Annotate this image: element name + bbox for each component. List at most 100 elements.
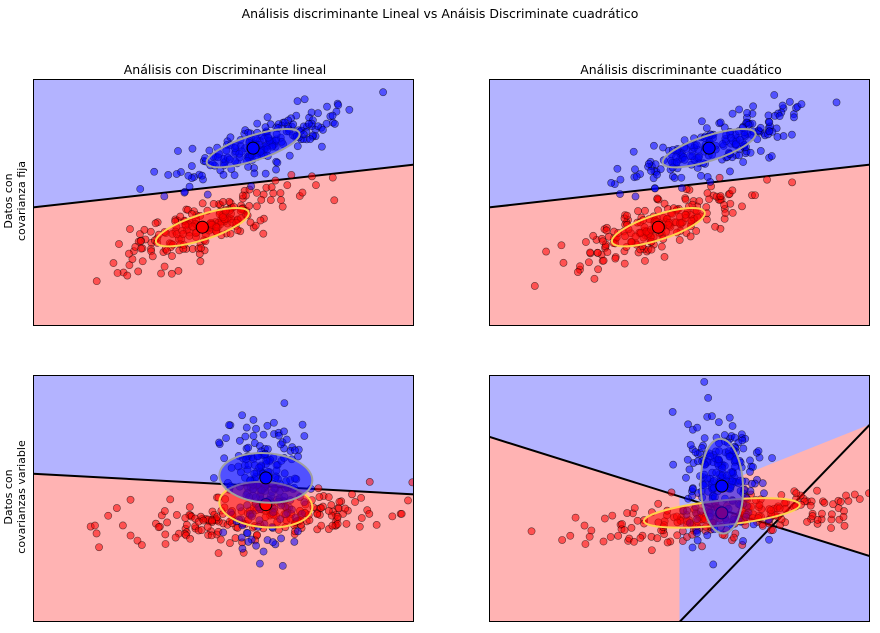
data-point-class-0 (351, 498, 359, 506)
data-point-class-0 (698, 542, 706, 551)
data-point-class-1 (677, 173, 686, 182)
data-point-class-1 (758, 479, 767, 488)
data-point-class-0 (203, 523, 212, 531)
data-point-class-1 (275, 431, 283, 440)
data-point-class-0 (372, 521, 381, 529)
data-point-class-1 (298, 420, 307, 429)
data-point-class-0 (728, 208, 737, 217)
data-point-class-1 (688, 543, 697, 552)
data-point-class-1 (259, 430, 268, 439)
data-point-class-1 (764, 111, 773, 120)
data-point-class-0 (614, 531, 623, 540)
data-point-class-0 (788, 178, 797, 187)
data-point-class-0 (365, 477, 374, 486)
data-point-class-0 (148, 252, 157, 261)
data-point-class-1 (756, 147, 765, 155)
data-point-class-0 (728, 186, 737, 195)
data-point-class-0 (256, 216, 265, 225)
data-point-class-1 (616, 175, 625, 184)
decision-boundary (678, 423, 870, 622)
data-point-class-0 (160, 507, 169, 515)
data-point-class-1 (651, 184, 659, 193)
data-point-class-1 (700, 377, 709, 386)
data-point-class-0 (585, 532, 594, 541)
data-point-class-0 (161, 540, 170, 548)
data-point-class-0 (580, 521, 589, 530)
data-point-class-0 (196, 257, 205, 266)
data-point-class-1 (650, 141, 658, 150)
data-point-class-0 (581, 238, 590, 246)
data-point-class-1 (746, 148, 755, 157)
data-point-class-0 (703, 189, 712, 198)
data-point-class-1 (219, 528, 228, 537)
data-point-class-0 (792, 489, 801, 498)
data-point-class-1 (185, 182, 194, 191)
data-point-class-1 (290, 446, 299, 455)
data-point-class-0 (581, 540, 590, 548)
data-point-class-1 (330, 119, 339, 128)
data-point-class-0 (252, 202, 261, 211)
data-point-class-1 (272, 165, 280, 174)
data-point-class-0 (91, 521, 99, 530)
data-point-class-1 (704, 393, 713, 402)
data-point-class-0 (245, 202, 254, 210)
data-point-class-0 (836, 497, 845, 506)
data-point-class-1 (760, 489, 768, 498)
data-point-class-1 (314, 109, 322, 118)
data-point-class-0 (328, 521, 337, 530)
data-point-class-0 (324, 493, 333, 502)
data-point-class-1 (238, 411, 246, 420)
data-point-class-0 (267, 183, 276, 192)
data-point-class-1 (188, 144, 197, 153)
data-point-class-0 (608, 511, 617, 520)
data-point-class-1 (379, 88, 388, 97)
data-point-class-0 (283, 181, 292, 190)
data-point-class-1 (720, 431, 729, 439)
data-point-class-1 (203, 190, 212, 199)
data-point-class-0 (163, 518, 172, 527)
data-point-class-1 (726, 167, 734, 176)
data-point-class-0 (599, 256, 608, 265)
data-point-class-1 (738, 436, 747, 445)
data-point-class-1 (242, 423, 251, 432)
data-point-class-0 (95, 543, 103, 552)
data-point-class-1 (697, 444, 706, 452)
data-point-class-0 (758, 521, 767, 530)
data-point-class-0 (315, 493, 324, 501)
data-point-class-1 (328, 111, 337, 120)
data-point-class-0 (839, 513, 848, 521)
data-point-class-0 (711, 222, 719, 231)
data-point-class-0 (721, 209, 730, 217)
data-point-class-0 (673, 531, 682, 540)
data-point-class-1 (290, 537, 299, 546)
data-point-class-0 (855, 495, 864, 503)
panel-qda-variable (489, 375, 870, 622)
data-point-class-0 (137, 244, 145, 253)
axes-frame (33, 79, 414, 326)
class-mean-0 (651, 220, 665, 234)
data-point-class-1 (616, 190, 624, 198)
data-point-class-1 (703, 531, 712, 540)
data-point-class-1 (164, 171, 173, 179)
data-point-class-1 (345, 105, 354, 114)
data-point-class-0 (166, 495, 175, 504)
data-point-class-0 (246, 218, 255, 227)
data-point-class-0 (348, 490, 356, 499)
data-point-class-1 (725, 413, 734, 422)
data-point-class-0 (806, 501, 815, 510)
data-point-class-1 (244, 443, 253, 452)
data-point-class-0 (590, 274, 599, 283)
region-class-0 (489, 164, 870, 326)
data-point-class-1 (268, 538, 277, 547)
data-point-class-0 (167, 269, 176, 278)
data-point-class-0 (305, 516, 314, 525)
data-point-class-1 (238, 544, 247, 553)
data-point-class-1 (778, 101, 787, 110)
data-point-class-0 (92, 529, 101, 538)
data-point-class-1 (682, 473, 690, 482)
data-point-class-0 (214, 549, 223, 558)
data-point-class-1 (788, 130, 796, 139)
data-point-class-1 (739, 444, 748, 453)
data-point-class-0 (333, 512, 342, 521)
data-point-class-0 (620, 259, 629, 268)
